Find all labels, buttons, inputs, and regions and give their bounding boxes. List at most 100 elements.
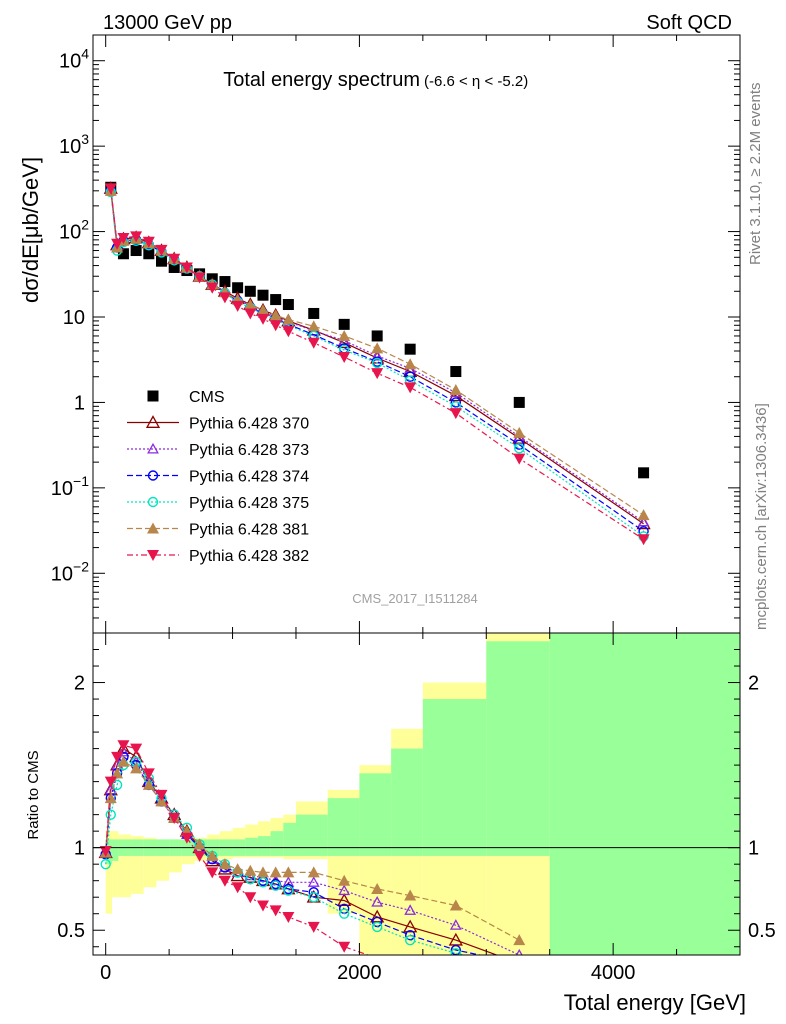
data-point	[180, 262, 193, 274]
data-point	[371, 357, 383, 369]
ratio-y-tick-label-right: 2	[748, 673, 759, 695]
ratio-point	[105, 809, 116, 820]
data-point	[371, 349, 384, 361]
analysis-id: CMS_2017_I1511284	[352, 591, 478, 606]
ratio-point	[282, 866, 295, 878]
data-point	[338, 318, 350, 330]
ratio-point	[307, 921, 320, 933]
ratio-point	[104, 776, 117, 788]
data-point	[404, 371, 416, 382]
ratio-y-axis-label: Ratio to CMS	[25, 750, 42, 839]
ratio-point	[117, 740, 130, 752]
ratio-point	[129, 749, 144, 763]
ratio-point	[155, 789, 168, 801]
legend-marker	[147, 390, 159, 402]
data-point	[404, 358, 417, 370]
ratio-point	[404, 929, 416, 941]
data-point	[371, 368, 384, 380]
data-point	[143, 248, 155, 260]
legend-label: Pythia 6.428 374	[189, 469, 309, 486]
ratio-point	[450, 948, 462, 955]
ratio-point	[193, 850, 206, 862]
data-point	[155, 244, 168, 256]
uncertainty-band-green	[295, 814, 328, 856]
data-point	[244, 299, 257, 311]
ratio-point	[338, 908, 350, 919]
ratio-point	[307, 866, 320, 878]
data-point	[269, 309, 282, 321]
ratio-point	[218, 858, 231, 870]
data-point	[514, 443, 525, 454]
uncertainty-band-green	[245, 837, 258, 856]
ratio-point	[111, 751, 124, 763]
data-point	[637, 534, 650, 546]
y-tick-label: 10−1	[51, 473, 89, 500]
legend-label: CMS	[189, 389, 225, 406]
data-point	[104, 183, 117, 195]
data-point	[638, 467, 650, 479]
main-plot-background	[93, 35, 740, 633]
uncertainty-band-green	[257, 836, 271, 856]
uncertainty-band-yellow	[105, 831, 113, 914]
uncertainty-band-yellow	[112, 831, 119, 898]
legend-marker	[147, 522, 159, 534]
data-point	[168, 261, 180, 273]
ratio-point	[142, 768, 155, 780]
ratio-point	[338, 941, 351, 953]
data-point	[513, 453, 526, 465]
data-point	[130, 245, 142, 257]
ratio-point	[269, 905, 282, 917]
data-point	[206, 282, 219, 294]
ratio-series-group	[98, 740, 526, 955]
data-point	[111, 238, 124, 250]
legend-marker	[147, 550, 159, 561]
ratio-point	[117, 745, 130, 757]
data-point	[256, 304, 269, 316]
ratio-point	[111, 767, 124, 779]
x-tick-label: 0	[100, 962, 111, 984]
data-point	[308, 307, 320, 319]
source-label: mcplots.cern.ch [arXiv:1306.3436]	[753, 403, 770, 630]
ratio-point	[168, 812, 181, 824]
ratio-point	[116, 741, 131, 755]
ratio-point	[338, 884, 351, 896]
data-point	[231, 300, 244, 312]
ratio-point	[130, 762, 143, 774]
data-point	[117, 248, 129, 260]
data-point	[371, 342, 384, 354]
ratio-point	[371, 896, 384, 907]
data-point	[244, 308, 257, 320]
data-point	[450, 366, 462, 378]
legend-marker	[147, 470, 159, 481]
uncertainty-band-green	[283, 822, 296, 856]
uncertainty-band-green	[422, 699, 487, 856]
data-point	[244, 285, 256, 297]
data-point	[142, 236, 155, 248]
ratio-y-tick-label-right: 1	[748, 838, 759, 860]
legend-label: Pythia 6.428 373	[189, 442, 309, 459]
x-axis-label: Total energy [GeV]	[564, 990, 746, 1015]
ratio-point	[244, 864, 257, 876]
ratio-point	[403, 919, 418, 933]
legend-label: Pythia 6.428 382	[189, 548, 309, 565]
uncertainty-band-green	[112, 839, 119, 861]
ratio-point	[256, 900, 269, 912]
data-point	[219, 276, 231, 288]
ratio-point	[130, 743, 143, 755]
legend-marker	[147, 442, 159, 454]
ratio-axes: 0.5 0.5 1 1 2 2 0 2000 4000	[57, 632, 776, 984]
ratio-point	[111, 779, 123, 791]
ratio-point	[180, 832, 193, 844]
data-point	[307, 337, 320, 349]
ratio-y-tick-label: 0.5	[57, 920, 85, 942]
ratio-point	[270, 880, 281, 891]
rivet-label: Rivet 3.1.10, ≥ 2.2M events	[747, 83, 764, 266]
data-point	[156, 255, 168, 267]
ratio-point	[100, 858, 111, 870]
data-point	[371, 330, 383, 342]
ratio-point	[308, 892, 319, 903]
data-point	[282, 326, 295, 338]
y-tick-label: 1	[74, 392, 85, 414]
data-point	[449, 408, 462, 420]
ratio-y-tick-label-right: 0.5	[748, 920, 776, 942]
